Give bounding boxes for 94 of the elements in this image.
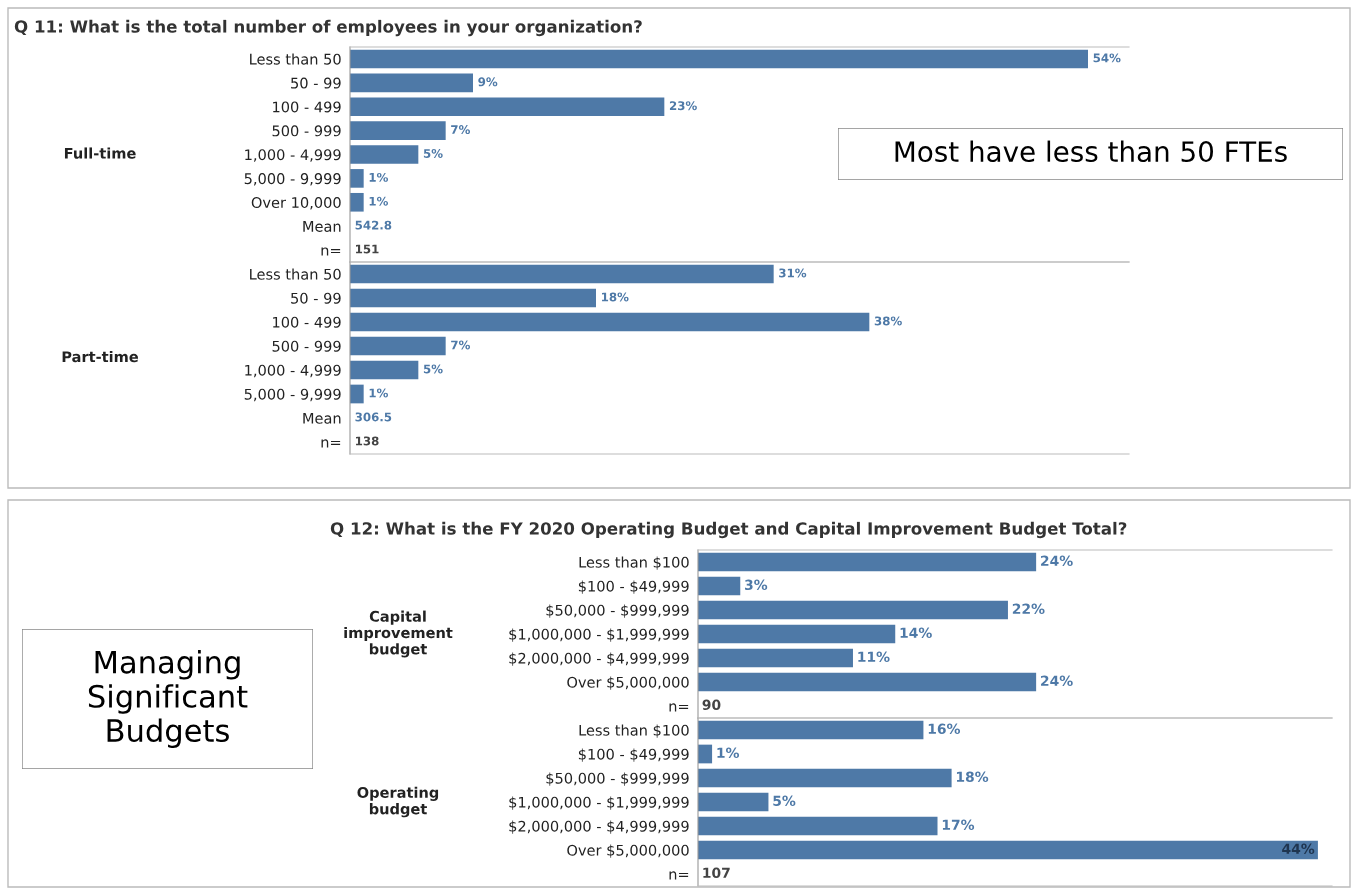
bar [350, 145, 419, 164]
bar [350, 169, 364, 188]
chart-title: Q 12: What is the FY 2020 Operating Budget and Capital Improvement Budget Total? [330, 521, 1127, 539]
y-tick-label: Less than 50 [250, 53, 341, 65]
y-tick-label: Less than $100 [579, 724, 689, 738]
bar [698, 624, 896, 644]
y-tick-label: 1,000 - 4,999 [245, 364, 341, 378]
text: Managing Significant Budgets [88, 650, 248, 748]
y-tick-label: 500 - 999 [272, 125, 341, 137]
data-label: 24% [1041, 675, 1073, 687]
y-tick-label: Over $5,000,000 [567, 844, 689, 858]
y-tick-label: $1,000,000 - $1,999,999 [509, 796, 689, 810]
data-label: 44% [1282, 843, 1315, 855]
data-label: 16% [928, 723, 961, 735]
y-tick-label: 50 - 99 [291, 77, 341, 89]
data-label: 22% [1012, 603, 1045, 615]
y-tick-label: $50,000 - $999,999 [546, 772, 689, 786]
bar [698, 600, 1008, 620]
bar [350, 73, 473, 93]
bar [350, 264, 774, 284]
data-label: 18% [956, 771, 989, 783]
y-axis-title: Full-time [64, 147, 136, 159]
text: 542.8 [355, 220, 392, 230]
data-label: 14% [900, 627, 932, 639]
bar [350, 192, 364, 212]
data-label: 5% [423, 364, 443, 374]
y-tick-label: n= [669, 703, 689, 712]
data-label: 17% [942, 819, 975, 831]
y-tick-label: 1,000 - 4,999 [245, 149, 341, 162]
data-label: 18% [602, 292, 629, 302]
y-tick-label: 5,000 - 9,999 [244, 173, 341, 186]
data-label: 38% [874, 316, 902, 326]
y-tick-label: 100 - 499 [273, 101, 341, 113]
bar [698, 840, 1318, 860]
bar [350, 336, 446, 356]
y-tick-label: n= [669, 871, 689, 880]
bar [350, 49, 1088, 69]
data-label: 5% [773, 795, 796, 807]
y-tick-label: 500 - 999 [272, 340, 341, 352]
y-axis-title: Capital improvement budget [344, 610, 453, 658]
bar [698, 648, 853, 668]
data-label: 23% [669, 101, 697, 111]
y-tick-label: Less than $100 [579, 556, 689, 570]
bar [698, 552, 1037, 572]
bar [698, 576, 741, 596]
text: 138 [356, 436, 379, 446]
bar [698, 792, 769, 812]
bar [350, 288, 596, 308]
bar [350, 360, 419, 380]
data-label: 31% [779, 268, 807, 278]
data-label: 7% [451, 125, 471, 135]
y-tick-label: Over 10,000 [251, 196, 341, 210]
y-tick-label: n= [321, 247, 341, 256]
y-tick-label: Less than 50 [250, 268, 341, 280]
y-tick-label: $100 - $49,999 [578, 580, 689, 594]
y-axis-title: Operating budget [357, 786, 439, 818]
data-label: 1% [717, 747, 740, 759]
text: 151 [356, 244, 379, 254]
data-label: 3% [745, 579, 768, 591]
y-tick-label: 50 - 99 [291, 292, 341, 304]
bar [350, 384, 364, 404]
data-label: 5% [423, 149, 443, 158]
data-label: 24% [1041, 555, 1073, 567]
bar [698, 768, 952, 788]
data-label: 1% [369, 196, 389, 206]
bar [350, 312, 870, 332]
y-tick-label: 100 - 499 [273, 316, 341, 328]
y-tick-label: Over $5,000,000 [567, 676, 689, 690]
bar [350, 121, 446, 140]
bar [698, 816, 938, 836]
bar [698, 672, 1037, 692]
y-tick-label: $100 - $49,999 [578, 748, 689, 762]
text: 90 [702, 699, 721, 711]
y-tick-label: Mean [303, 221, 341, 232]
y-tick-label: $1,000,000 - $1,999,999 [509, 628, 689, 642]
annotation: Most have less than 50 FTEs [895, 140, 1287, 163]
y-axis-title: Part-time [62, 350, 138, 363]
y-tick-label: $2,000,000 - $4,999,999 [509, 820, 689, 834]
text: 306.5 [355, 412, 392, 422]
text: 107 [703, 867, 730, 879]
y-tick-label: n= [321, 439, 341, 448]
data-label: 1% [369, 388, 389, 398]
bar [350, 97, 665, 117]
y-tick-label: Mean [303, 412, 341, 424]
data-label: 1% [369, 172, 389, 182]
y-tick-label: $2,000,000 - $4,999,999 [509, 652, 689, 666]
y-tick-label: $50,000 - $999,999 [546, 604, 689, 618]
data-label: 7% [451, 340, 471, 350]
chart-title: Q 11: What is the total number of employees in your organization? [14, 19, 642, 37]
data-label: 9% [478, 77, 498, 87]
data-label: 11% [858, 651, 890, 663]
y-tick-label: 5,000 - 9,999 [244, 388, 341, 402]
bar [698, 720, 924, 740]
data-label: 54% [1093, 53, 1121, 63]
